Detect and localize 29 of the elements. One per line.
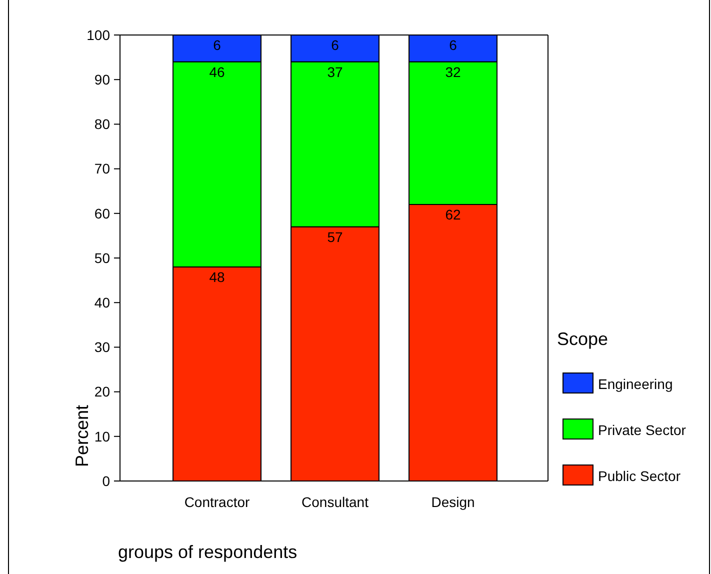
y-tick-label: 30 xyxy=(94,339,110,356)
y-tick-label: 40 xyxy=(94,294,110,310)
y-tick-label: 20 xyxy=(94,384,110,400)
data-label: 48 xyxy=(209,268,225,285)
y-tick-label: 0 xyxy=(102,472,110,489)
legend-title: Scope xyxy=(557,329,608,349)
y-tick-label: 50 xyxy=(94,250,110,266)
x-tick-label: Consultant xyxy=(302,494,369,510)
x-tick-label: Contractor xyxy=(184,494,250,510)
data-label: 62 xyxy=(445,206,461,222)
y-tick-label: 70 xyxy=(94,160,110,177)
data-label: 32 xyxy=(445,64,461,80)
y-tick-label: 10 xyxy=(94,428,110,444)
y-tick-label: 60 xyxy=(94,205,110,222)
y-tick-label: 80 xyxy=(94,116,110,132)
x-tick-label: Design xyxy=(431,494,475,510)
data-label: 46 xyxy=(209,64,225,80)
y-tick-label: 100 xyxy=(86,26,110,43)
data-label: 6 xyxy=(331,37,340,53)
x-axis-title: groups of respondents xyxy=(118,542,298,562)
data-label: 6 xyxy=(449,37,458,53)
y-tick-label: 90 xyxy=(94,72,110,88)
y-axis-title: Percent xyxy=(72,404,92,467)
data-label: 57 xyxy=(327,228,343,245)
data-label: 6 xyxy=(213,37,222,53)
data-label: 37 xyxy=(327,64,343,80)
legend-label: Engineering xyxy=(598,376,673,392)
legend-label: Public Sector xyxy=(598,468,681,484)
legend-label: Private Sector xyxy=(598,422,686,438)
